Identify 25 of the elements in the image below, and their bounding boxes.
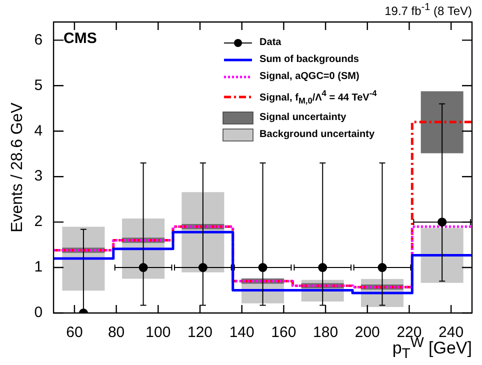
y-tick-label: 6 [34,31,43,48]
x-tick-label: 120 [187,324,213,342]
y-axis-title: Events / 28.6 GeV [9,102,26,232]
y-tick-label: 4 [34,122,43,140]
y-tick-label: 5 [34,76,43,94]
x-tick-label: 80 [108,324,125,342]
x-tick-label: 140 [229,324,254,342]
y-tick-label: 2 [34,213,43,230]
annotation: CMS [64,30,97,47]
legend-label: Signal uncertainty [260,111,346,126]
text: 19.7 fb$^{-1}$ (8 TeV) [384,2,472,18]
legend-label: Sum of backgrounds [260,53,359,67]
legend-label: Data [260,36,282,50]
legend-label: Signal, f$_{M,0}$/Λ$^{4}$ = 44 TeV$^{-4}$ [260,87,377,108]
y-tick-label: 0 [34,304,43,322]
x-tick-label: 200 [354,324,380,342]
x-tick-label: 160 [271,324,296,342]
y-tick-label: 1 [34,258,43,276]
x-tick-label: 240 [438,324,464,342]
x-tick-label: 180 [313,324,338,342]
x-tick-label: 60 [66,324,83,342]
legend-label: Signal, aQGC=0 (SM) [260,70,360,84]
x-tick-label: 100 [146,324,171,342]
y-tick-label: 3 [34,168,43,185]
legend-label: Background uncertainty [260,128,375,142]
